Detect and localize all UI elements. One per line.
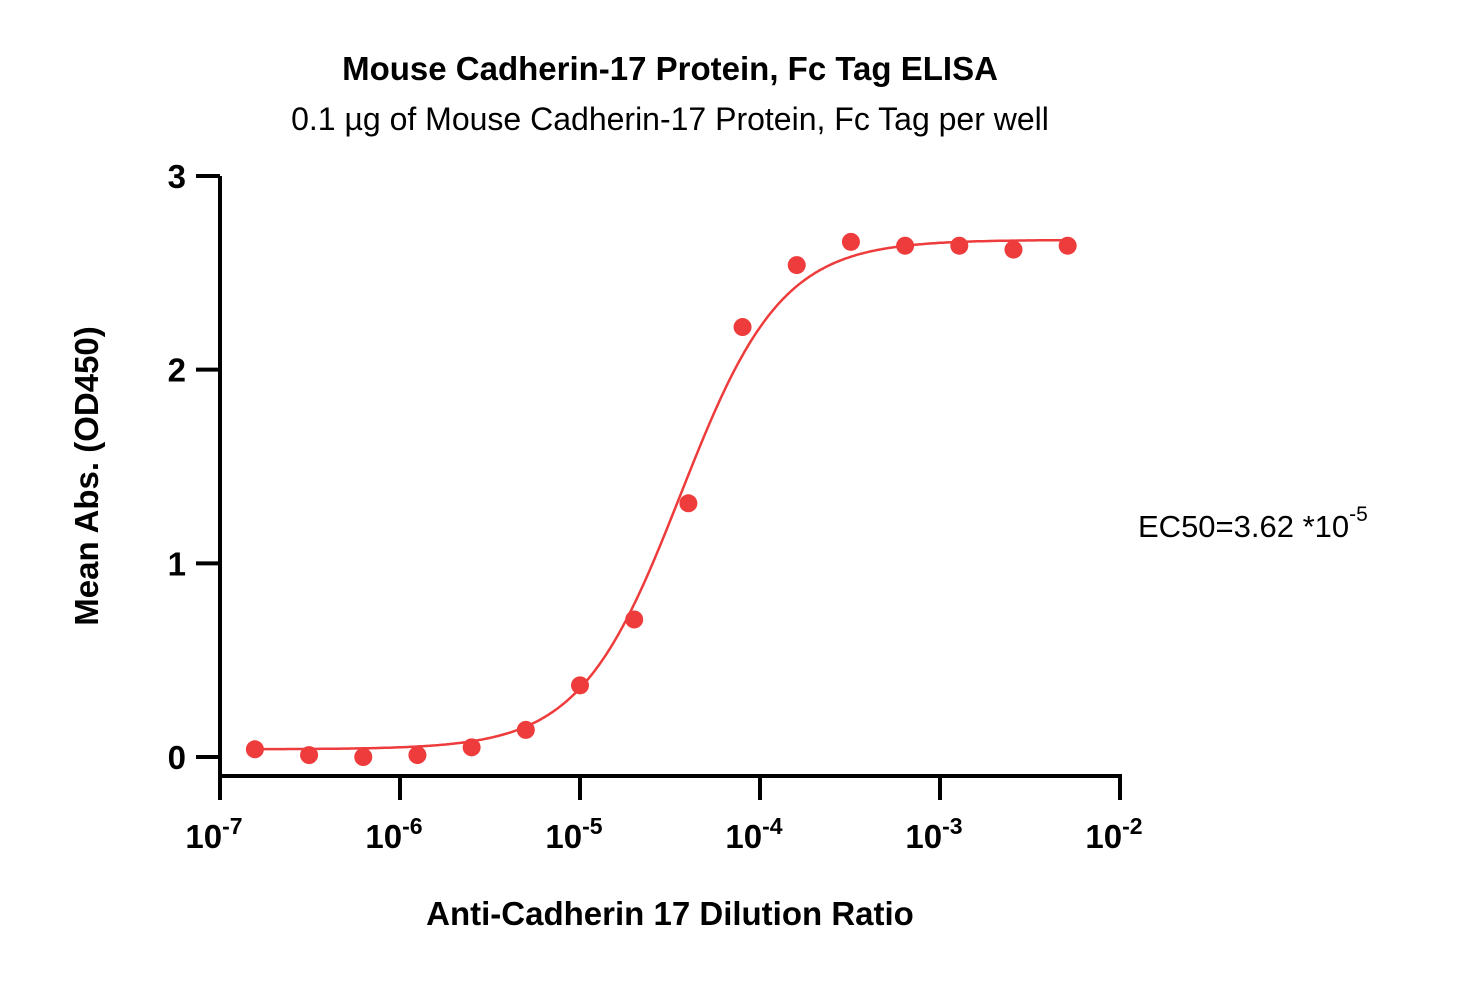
- x-tick-label: 10-4: [725, 813, 782, 855]
- y-axis-label: Mean Abs. (OD450): [68, 326, 105, 626]
- x-tick-exponent: -3: [942, 813, 962, 839]
- y-tick-label: 2: [168, 352, 186, 389]
- x-tick-label: 10-3: [905, 813, 962, 855]
- x-tick-exponent: -2: [1122, 813, 1142, 839]
- data-point: [841, 232, 860, 251]
- y-tick-label: 3: [168, 158, 186, 195]
- data-point: [571, 676, 589, 695]
- y-tick-label: 1: [168, 545, 186, 582]
- data-point: [950, 236, 969, 255]
- data-point: [625, 610, 644, 629]
- data-point: [896, 236, 915, 255]
- x-tick-exponent: -4: [762, 813, 783, 839]
- x-tick-base: 10: [185, 818, 222, 855]
- data-point: [679, 494, 698, 513]
- x-tick-label: 10-7: [185, 813, 242, 855]
- x-tick-exponent: -6: [402, 813, 422, 839]
- data-point: [1004, 240, 1023, 259]
- x-tick-label: 10-2: [1085, 813, 1142, 855]
- data-point: [462, 738, 481, 757]
- data-point: [1058, 236, 1077, 255]
- ec50-exponent: -5: [1349, 503, 1368, 526]
- data-point: [787, 256, 806, 275]
- x-axis-label: Anti-Cadherin 17 Dilution Ratio: [426, 895, 914, 932]
- ec50-text: EC50=3.62 *10: [1138, 509, 1349, 544]
- y-tick-label: 0: [168, 739, 186, 776]
- data-point: [300, 746, 319, 765]
- x-tick-base: 10: [365, 818, 402, 855]
- data-point: [733, 318, 752, 337]
- x-tick-base: 10: [545, 818, 582, 855]
- chart-subtitle: 0.1 µg of Mouse Cadherin-17 Protein, Fc …: [291, 101, 1049, 137]
- x-tick-exponent: -7: [222, 813, 242, 839]
- x-tick-base: 10: [905, 818, 942, 855]
- x-tick-base: 10: [1085, 818, 1122, 855]
- chart-title: Mouse Cadherin-17 Protein, Fc Tag ELISA: [342, 50, 998, 87]
- x-tick-exponent: -5: [582, 813, 603, 839]
- fit-curve: [254, 238, 1067, 751]
- data-points: [245, 232, 1077, 766]
- x-tick-label: 10-5: [545, 813, 602, 855]
- ec50-annotation: EC50=3.62 *10-5: [1138, 503, 1368, 544]
- x-tick-base: 10: [725, 818, 762, 855]
- data-point: [408, 746, 427, 765]
- data-point: [516, 720, 535, 739]
- x-tick-label: 10-6: [365, 813, 422, 855]
- data-point: [245, 740, 264, 759]
- data-point: [354, 748, 373, 766]
